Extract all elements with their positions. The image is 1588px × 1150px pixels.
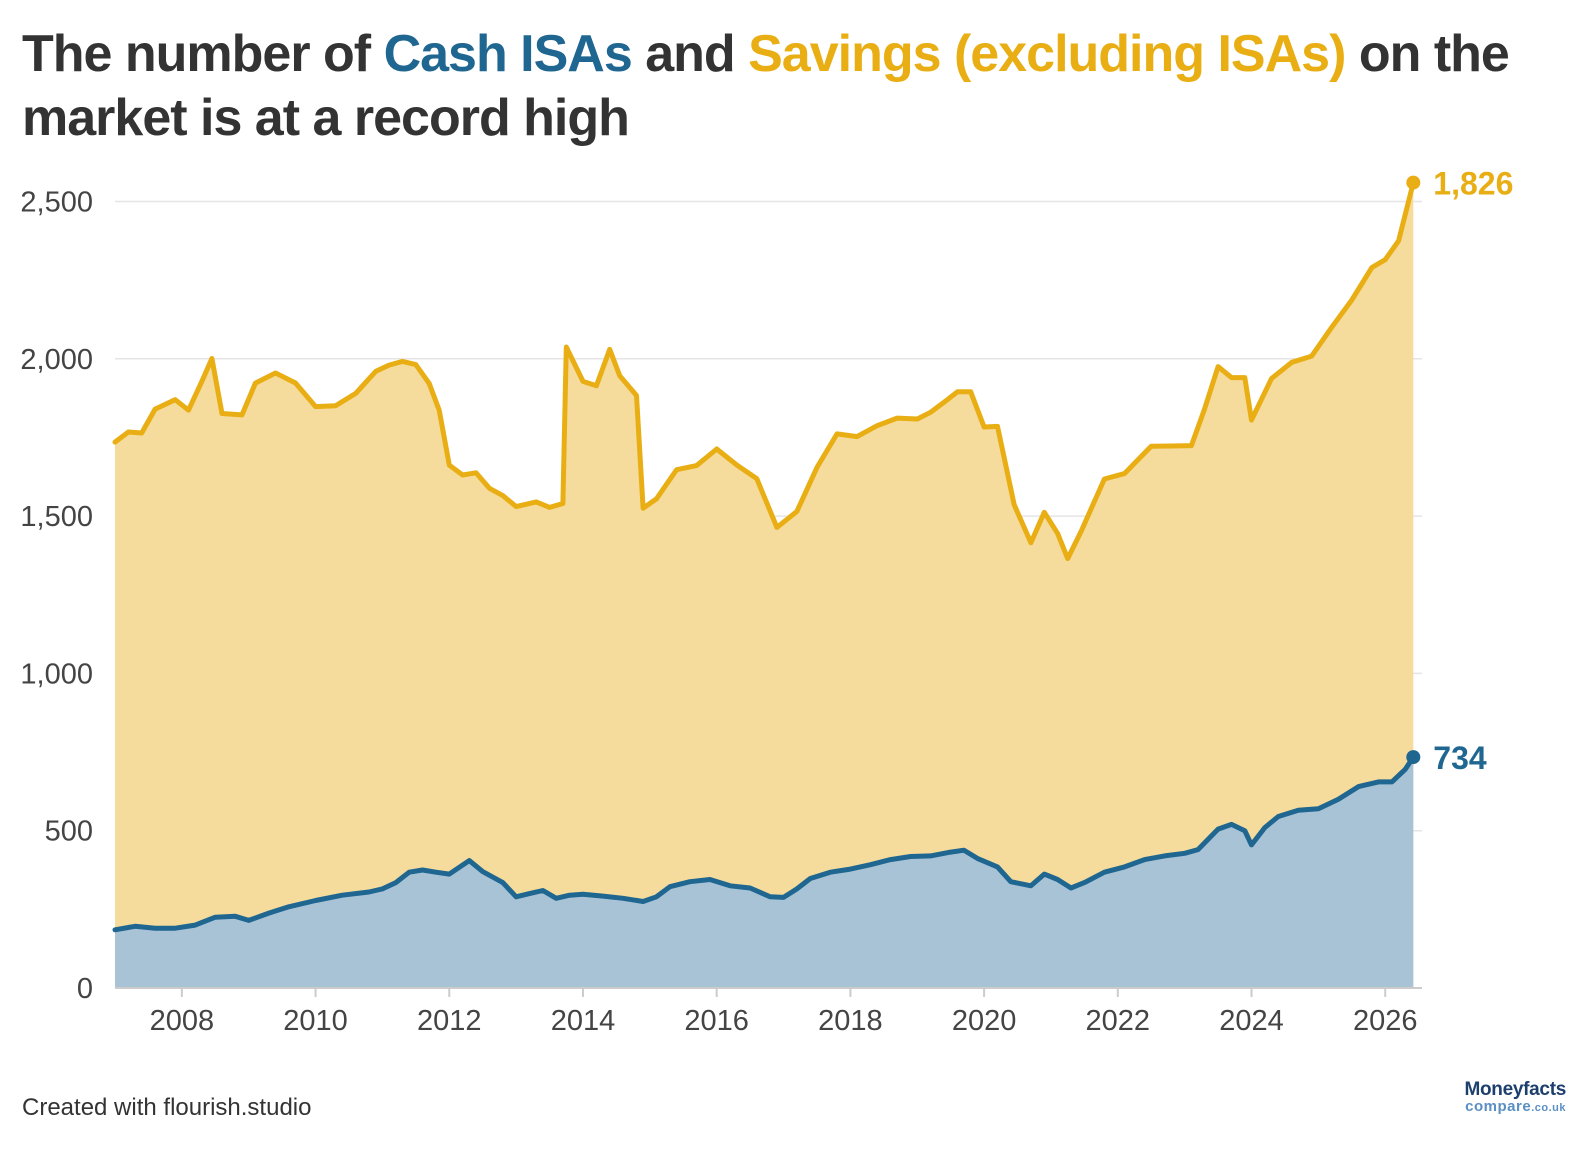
brand-sub-word: compare [1465,1098,1532,1115]
axes: 0 500 1,000 1,500 2,000 2,500 2008 2010 2012 2014… [20,186,1422,1037]
series-lines [112,180,1416,933]
x-tick-label: 2012 [417,1005,482,1037]
title-part-1: The number of [22,25,384,83]
cash-isas-end-point [1406,750,1421,765]
savings-line [112,180,1416,562]
x-tick-label: 2010 [283,1005,348,1037]
brand-logo: Moneyfacts compare.co.uk [1464,1080,1566,1114]
x-tick-label: 2008 [150,1005,215,1037]
end-labels: 1,826 734 [1406,166,1513,776]
cash-isas-area [115,757,1414,988]
title-part-3: on the market is at a record high [22,25,1510,147]
y-tick-label: 1,500 [20,501,93,533]
x-tick-label: 2014 [551,1005,616,1037]
chart-title: The number of Cash ISAs and Savings (exc… [22,22,1542,150]
title-part-2: and [631,25,749,83]
attribution-text: Created with flourish.studio [22,1094,312,1121]
x-tick-label: 2016 [684,1005,749,1037]
y-tick-label: 2,500 [20,186,93,218]
brand-sub: compare.co.uk [1464,1099,1566,1114]
x-tick-label: 2020 [952,1005,1017,1037]
y-tick-label: 500 [45,816,93,848]
brand-tld: .co.uk [1531,1102,1566,1114]
x-tick-label: 2018 [818,1005,883,1037]
y-tick-label: 2,000 [20,344,93,376]
title-cash-isas: Cash ISAs [383,25,633,83]
title-savings: Savings (excluding ISAs) [748,25,1346,83]
y-tick-label: 1,000 [20,658,93,690]
series-areas [115,182,1414,989]
savings-end-point [1406,175,1421,190]
cash-isas-end-label: 734 [1433,740,1487,776]
savings-end-label: 1,826 [1433,166,1513,202]
x-tick-label: 2022 [1086,1005,1151,1037]
y-tick-label: 0 [77,973,93,1005]
savings-area [115,182,1414,989]
x-tick-label: 2024 [1219,1005,1284,1037]
cash-isas-line [112,754,1416,933]
brand-name: Moneyfacts [1464,1079,1566,1100]
x-tick-label: 2026 [1353,1005,1418,1037]
